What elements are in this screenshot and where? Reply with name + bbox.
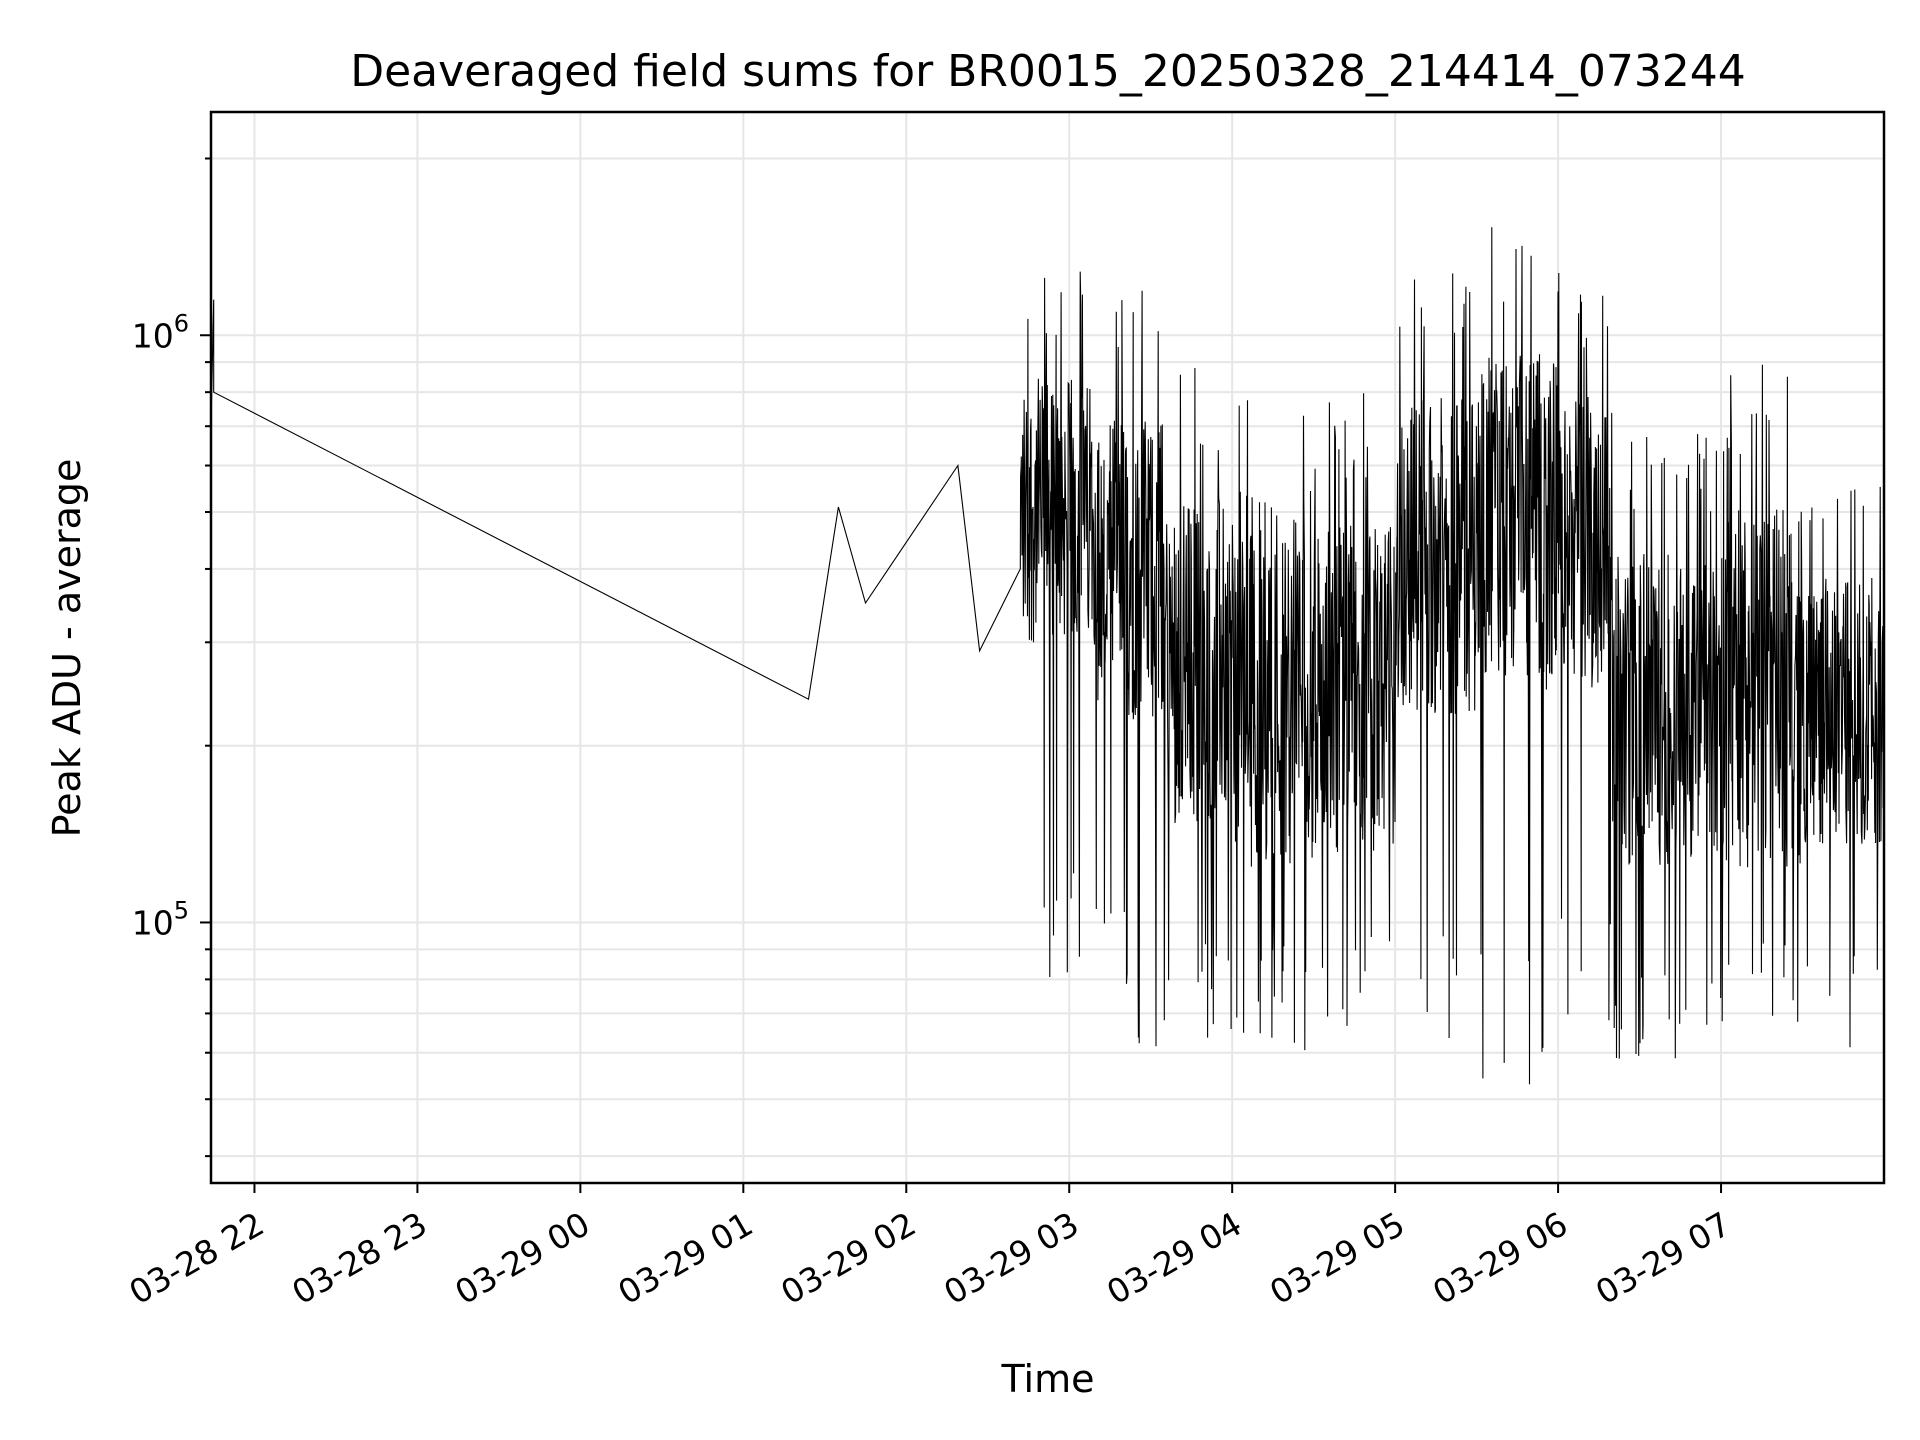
y-tick-label: 106 (132, 309, 189, 355)
y-tick-label: 105 (132, 896, 189, 942)
plot-frame (209, 110, 1886, 1185)
y-axis-label: Peak ADU - average (45, 459, 89, 838)
y-tick-label-base: 10 (132, 316, 174, 355)
y-tick-label-exponent: 5 (174, 896, 189, 924)
chart-title: Deaveraged field sums for BR0015_2025032… (350, 46, 1746, 97)
y-tick-label-base: 10 (132, 903, 174, 942)
x-axis-label: Time (1001, 1357, 1095, 1401)
y-tick-label-exponent: 6 (174, 309, 189, 337)
series (210, 158, 1885, 1085)
series-line (210, 158, 1885, 1085)
